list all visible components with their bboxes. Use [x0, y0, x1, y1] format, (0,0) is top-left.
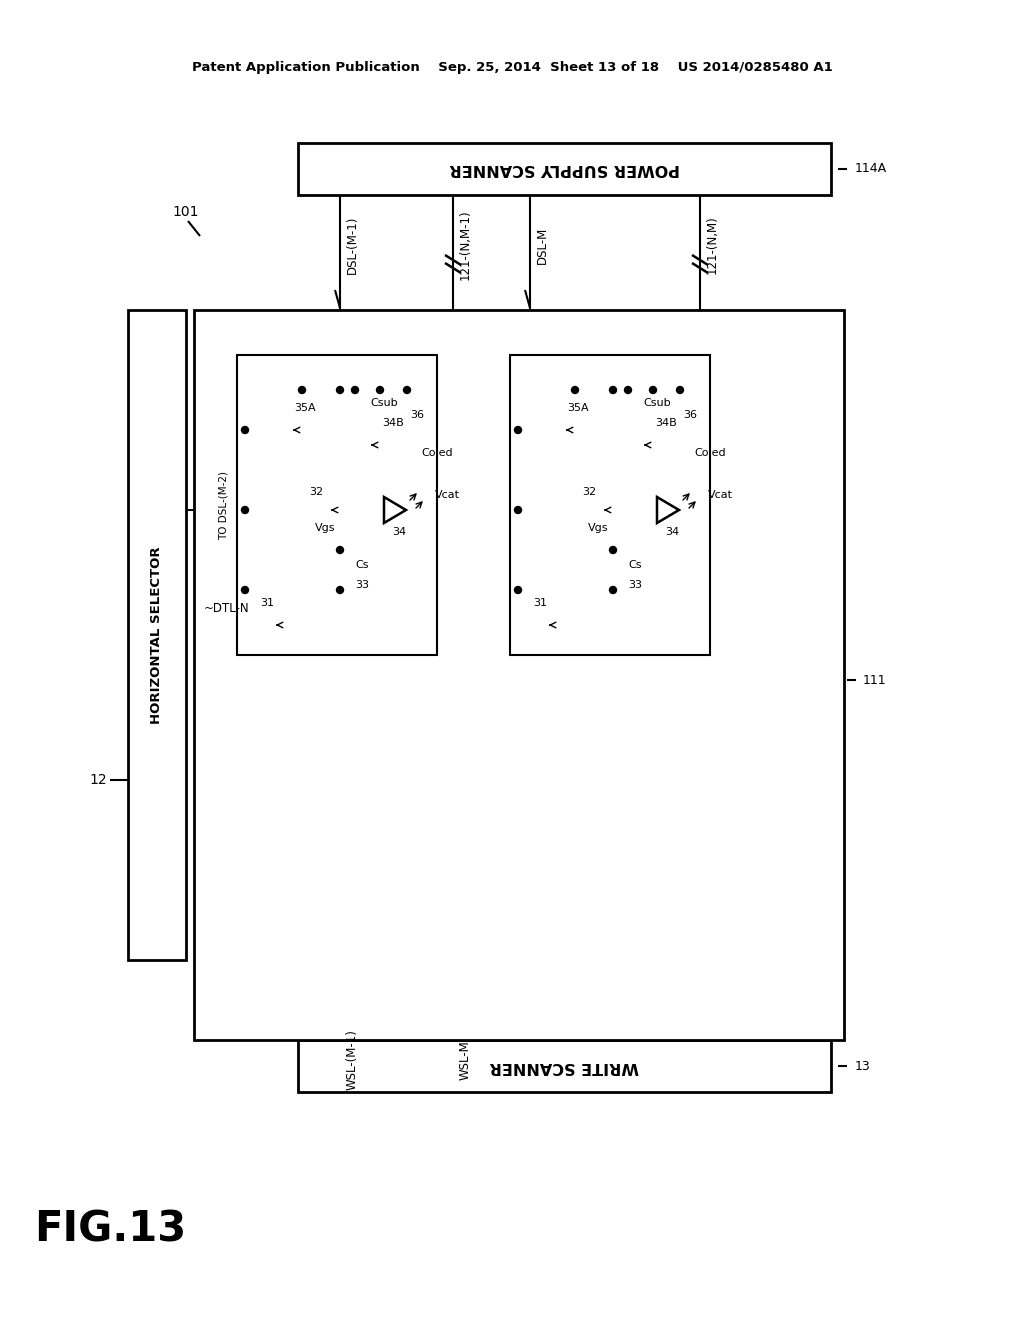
- Bar: [510, 355, 710, 655]
- Circle shape: [242, 426, 249, 433]
- Text: 34B: 34B: [655, 418, 677, 428]
- Text: 12: 12: [89, 774, 106, 787]
- Bar: [237, 355, 437, 655]
- Text: 35A: 35A: [567, 403, 589, 413]
- Text: WSL-M: WSL-M: [459, 1040, 472, 1080]
- Text: 33: 33: [355, 579, 369, 590]
- Circle shape: [609, 586, 616, 594]
- Text: 101: 101: [172, 205, 199, 219]
- Text: HORIZONTAL SELECTOR: HORIZONTAL SELECTOR: [151, 546, 164, 723]
- Text: DSL-M: DSL-M: [536, 226, 549, 264]
- Text: 121-(N,M): 121-(N,M): [706, 215, 719, 275]
- Text: 34: 34: [392, 527, 407, 537]
- Text: 111: 111: [863, 673, 887, 686]
- Text: 32: 32: [582, 487, 596, 498]
- Text: DSL-(M-1): DSL-(M-1): [346, 215, 359, 275]
- Text: POWER SUPPLY SCANNER: POWER SUPPLY SCANNER: [450, 161, 680, 177]
- Text: WSL-(M-1): WSL-(M-1): [346, 1030, 359, 1090]
- Circle shape: [677, 387, 683, 393]
- Circle shape: [649, 387, 656, 393]
- Circle shape: [571, 387, 579, 393]
- Circle shape: [514, 507, 521, 513]
- Text: Vgs: Vgs: [315, 523, 336, 533]
- Circle shape: [403, 387, 411, 393]
- Text: 36: 36: [683, 411, 697, 420]
- Text: Vcat: Vcat: [435, 490, 460, 500]
- Text: WRITE SCANNER: WRITE SCANNER: [489, 1059, 639, 1073]
- Text: 34B: 34B: [382, 418, 403, 428]
- Circle shape: [242, 507, 249, 513]
- Bar: [194, 310, 844, 1040]
- Text: 33: 33: [628, 579, 642, 590]
- Text: Csub: Csub: [370, 399, 397, 408]
- Text: FIG.13: FIG.13: [34, 1209, 186, 1251]
- Circle shape: [514, 426, 521, 433]
- Text: 34: 34: [665, 527, 679, 537]
- Circle shape: [299, 387, 305, 393]
- Text: 36: 36: [410, 411, 424, 420]
- Circle shape: [337, 546, 343, 553]
- Text: Coled: Coled: [694, 447, 726, 458]
- Circle shape: [609, 546, 616, 553]
- Circle shape: [337, 586, 343, 594]
- Circle shape: [377, 387, 384, 393]
- Text: 32: 32: [309, 487, 324, 498]
- Text: ~DTL-N: ~DTL-N: [204, 602, 250, 615]
- Text: Vgs: Vgs: [588, 523, 608, 533]
- Text: TO DSL-(M-2): TO DSL-(M-2): [219, 470, 229, 540]
- Text: 114A: 114A: [855, 162, 887, 176]
- Text: Coled: Coled: [421, 447, 453, 458]
- Text: Csub: Csub: [643, 399, 671, 408]
- Text: Cs: Cs: [628, 560, 641, 570]
- Text: Cs: Cs: [355, 560, 369, 570]
- Circle shape: [351, 387, 358, 393]
- Circle shape: [625, 387, 632, 393]
- Circle shape: [242, 586, 249, 594]
- Bar: [298, 1040, 831, 1092]
- Circle shape: [514, 586, 521, 594]
- Text: Patent Application Publication    Sep. 25, 2014  Sheet 13 of 18    US 2014/02854: Patent Application Publication Sep. 25, …: [191, 62, 833, 74]
- Circle shape: [609, 387, 616, 393]
- Text: 13: 13: [855, 1060, 870, 1072]
- Text: Vcat: Vcat: [708, 490, 733, 500]
- Text: 31: 31: [260, 598, 274, 609]
- Bar: [298, 143, 831, 195]
- Circle shape: [337, 387, 343, 393]
- Text: 121-(N,M-1): 121-(N,M-1): [459, 210, 472, 280]
- Text: 35A: 35A: [294, 403, 315, 413]
- Text: 31: 31: [534, 598, 547, 609]
- Bar: [128, 310, 186, 960]
